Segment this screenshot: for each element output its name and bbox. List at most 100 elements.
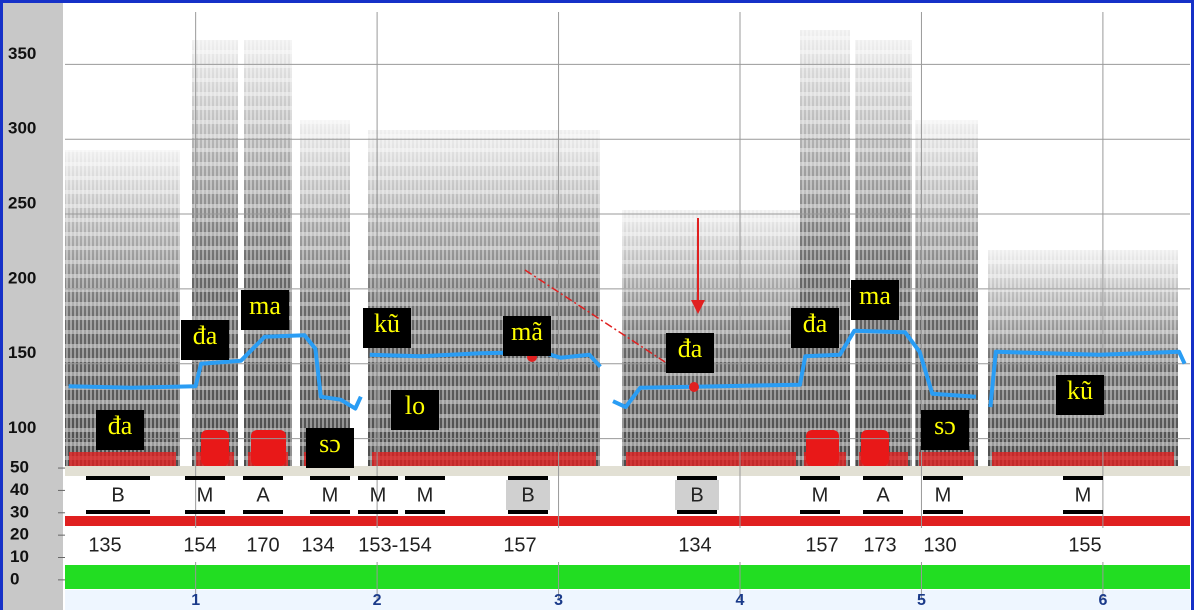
syllable-label: đa bbox=[803, 309, 828, 338]
syllable-label: ma bbox=[859, 281, 891, 310]
tone-bar bbox=[86, 510, 150, 514]
tone-label: B bbox=[690, 484, 703, 506]
syllable-box bbox=[851, 280, 899, 320]
segment-fade bbox=[300, 120, 350, 466]
tone-bar bbox=[405, 510, 445, 514]
f0-label: 134 bbox=[678, 534, 711, 556]
tone-label: B bbox=[111, 484, 124, 506]
x-tick-label: 5 bbox=[917, 592, 926, 609]
energy-band bbox=[65, 516, 1190, 526]
syllable-label: kũ bbox=[1067, 376, 1093, 405]
syllable-label: lo bbox=[405, 391, 425, 420]
y-tick-label: 300 bbox=[8, 119, 36, 138]
f0-label: 155 bbox=[1068, 534, 1101, 556]
syllable-box bbox=[363, 308, 411, 348]
grid: 100 150 200 250 300 350 1 2 3 4 5 6 0 10 20 30 40 50 bbox=[8, 12, 1190, 609]
energy-burst bbox=[626, 452, 796, 466]
tone-bar bbox=[358, 510, 398, 514]
y-tick-label: 100 bbox=[8, 418, 36, 437]
axis-panel bbox=[3, 3, 63, 610]
tone-bar bbox=[508, 476, 548, 480]
y2-tick-label: 30 bbox=[10, 502, 29, 521]
tone-bar bbox=[677, 476, 717, 480]
syllable-box bbox=[181, 320, 229, 360]
syllable-box bbox=[1056, 375, 1104, 415]
energy-peak bbox=[806, 430, 839, 466]
tone-label: M bbox=[370, 484, 387, 506]
panel-band bbox=[65, 466, 1190, 476]
tone-bar bbox=[310, 510, 350, 514]
f0-label: 170 bbox=[246, 534, 279, 556]
y-tick-label: 250 bbox=[8, 194, 36, 213]
f0-label: 130 bbox=[923, 534, 956, 556]
tone-bar bbox=[185, 510, 225, 514]
y2-tick-label: 0 bbox=[10, 569, 19, 588]
tone-label: M bbox=[1075, 484, 1092, 506]
syllable-label: đa bbox=[678, 334, 703, 363]
tone-label: M bbox=[935, 484, 952, 506]
tone-label: M bbox=[322, 484, 339, 506]
tone-bar bbox=[508, 510, 548, 514]
tone-bar bbox=[243, 476, 283, 480]
tone-label: A bbox=[256, 484, 270, 506]
syllable-label: ma bbox=[249, 291, 281, 320]
y2-tick-label: 50 bbox=[10, 458, 29, 477]
tone-bar bbox=[86, 476, 150, 480]
syllable-label: kũ bbox=[374, 309, 400, 338]
tone-bar bbox=[358, 476, 398, 480]
syllable-box bbox=[96, 410, 144, 450]
x-tick-label: 2 bbox=[373, 592, 382, 609]
y-tick-label: 150 bbox=[8, 343, 36, 362]
x-tick-label: 3 bbox=[554, 592, 563, 609]
energy-peak bbox=[251, 430, 286, 466]
labels: đa đa ma sɔ kũ lo mã đa đa ma sɔ kũ B M A M M M B B M A M M 135 1… bbox=[65, 280, 1190, 562]
tone-highlight bbox=[675, 480, 719, 510]
f0-label: 157 bbox=[805, 534, 838, 556]
f0-label: 134 bbox=[301, 534, 334, 556]
energy-peak bbox=[861, 430, 889, 466]
marker-dot bbox=[689, 382, 699, 392]
tone-bar bbox=[923, 476, 963, 480]
energy-peak bbox=[201, 430, 229, 466]
syllable-box bbox=[306, 428, 354, 468]
syllable-box bbox=[391, 390, 439, 430]
tone-bar bbox=[800, 476, 840, 480]
f0-label: 153-154 bbox=[358, 534, 431, 556]
f0-label: 173 bbox=[863, 534, 896, 556]
y2-tick-label: 20 bbox=[10, 525, 29, 544]
f0-row bbox=[65, 528, 1190, 562]
syllable-box bbox=[241, 290, 289, 330]
tone-label: A bbox=[876, 484, 890, 506]
pointer-line bbox=[524, 269, 666, 363]
syllable-label: sɔ bbox=[319, 429, 341, 458]
energy-burst bbox=[69, 452, 176, 466]
tone-bar bbox=[1063, 476, 1103, 480]
tone-bar bbox=[800, 510, 840, 514]
syllable-label: đa bbox=[193, 321, 218, 350]
syllable-label: sɔ bbox=[934, 411, 956, 440]
syllable-label: đa bbox=[108, 411, 133, 440]
f0-label: 157 bbox=[503, 534, 536, 556]
tone-bar bbox=[310, 476, 350, 480]
tone-label: M bbox=[197, 484, 214, 506]
segment-fade bbox=[855, 40, 912, 466]
syllable-label: mã bbox=[511, 317, 543, 346]
x-tick-label: 1 bbox=[191, 592, 200, 609]
f0-label: 135 bbox=[88, 534, 121, 556]
x-tick-label: 6 bbox=[1098, 592, 1107, 609]
tone-label: M bbox=[812, 484, 829, 506]
y-tick-label: 350 bbox=[8, 44, 36, 63]
tone-bar bbox=[243, 510, 283, 514]
tone-bar bbox=[185, 476, 225, 480]
f0-label: 154 bbox=[183, 534, 216, 556]
y2-tick-label: 40 bbox=[10, 480, 29, 499]
energy-burst bbox=[992, 452, 1174, 466]
syllable-box bbox=[666, 333, 714, 373]
syllable-box bbox=[921, 410, 969, 450]
segment-fade bbox=[800, 30, 850, 466]
energy-burst bbox=[372, 452, 596, 466]
voicing-band bbox=[65, 565, 1190, 589]
segment-fade bbox=[988, 250, 1178, 466]
